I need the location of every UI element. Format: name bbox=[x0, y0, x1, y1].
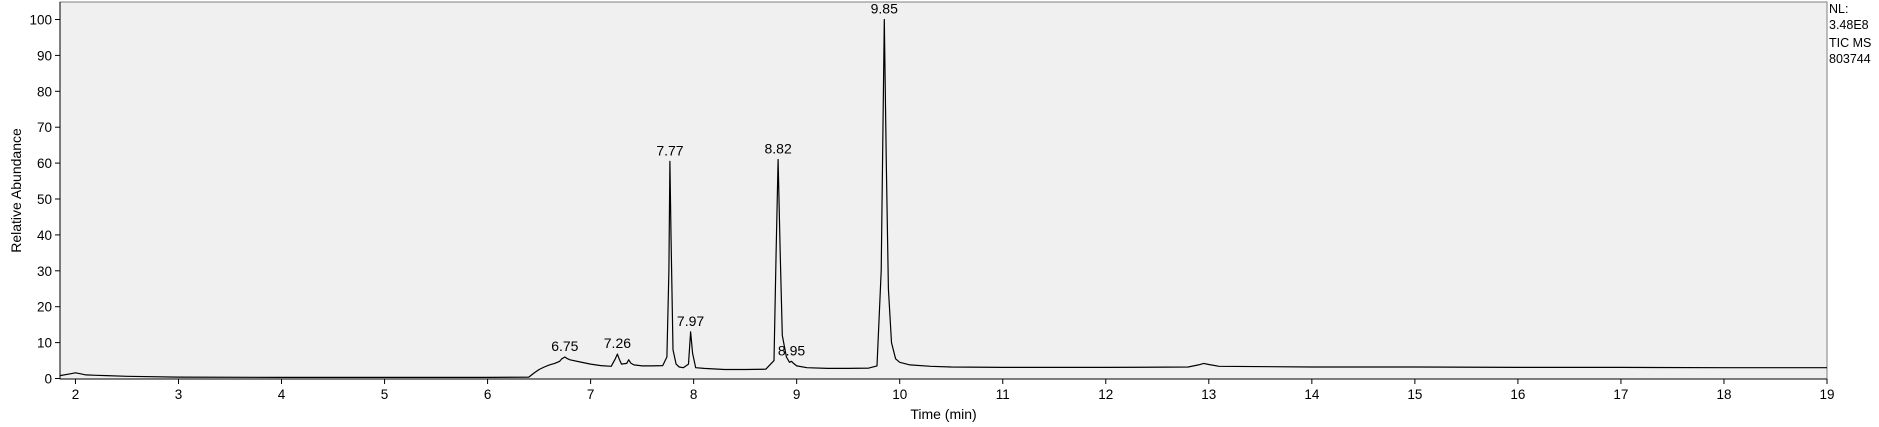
x-axis: 2 3 4 5 6 7 8 9 10 11 12 13 14 15 16 17 18 19 bbox=[60, 378, 1835, 402]
x-tick-label: 13 bbox=[1201, 387, 1216, 402]
x-tick-label: 12 bbox=[1098, 387, 1113, 402]
peak-label: 7.77 bbox=[656, 142, 683, 158]
nl-label: NL: bbox=[1829, 2, 1849, 16]
y-tick-label: 90 bbox=[37, 48, 52, 63]
x-tick-label: 17 bbox=[1613, 387, 1628, 402]
x-tick-label: 8 bbox=[690, 387, 698, 402]
y-tick-label: 50 bbox=[37, 192, 52, 207]
trace-type-label: TIC MS bbox=[1829, 36, 1872, 50]
file-id-label: 803744 bbox=[1829, 52, 1871, 66]
peak-label: 6.75 bbox=[551, 338, 578, 354]
peak-labels: 6.75 7.26 7.77 7.97 8.82 8.95 9.85 bbox=[551, 1, 898, 359]
x-tick-label: 7 bbox=[587, 387, 595, 402]
x-tick-label: 18 bbox=[1716, 387, 1731, 402]
x-tick-label: 4 bbox=[278, 387, 286, 402]
y-tick-label: 70 bbox=[37, 120, 52, 135]
y-tick-label: 60 bbox=[37, 156, 52, 171]
x-tick-label: 3 bbox=[175, 387, 183, 402]
x-tick-label: 6 bbox=[484, 387, 492, 402]
y-tick-label: 40 bbox=[37, 228, 52, 243]
x-tick-label: 5 bbox=[381, 387, 389, 402]
y-tick-label: 30 bbox=[37, 264, 52, 279]
x-tick-label: 19 bbox=[1819, 387, 1834, 402]
x-tick-label: 10 bbox=[892, 387, 907, 402]
plot-area bbox=[59, 1, 1828, 380]
x-tick-label: 14 bbox=[1304, 387, 1320, 402]
y-tick-label: 0 bbox=[44, 372, 52, 387]
tic-trace-line bbox=[59, 18, 1827, 378]
x-tick-label: 2 bbox=[72, 387, 80, 402]
y-axis: 0 10 20 30 40 50 60 70 80 90 100 bbox=[29, 2, 61, 387]
x-tick-label: 16 bbox=[1510, 387, 1525, 402]
peak-label: 8.95 bbox=[778, 342, 805, 358]
x-tick-label: 9 bbox=[793, 387, 801, 402]
peak-label: 9.85 bbox=[871, 1, 898, 17]
x-axis-title: Time (min) bbox=[910, 406, 976, 422]
y-axis-title: Relative Abundance bbox=[8, 128, 24, 253]
x-tick-label: 11 bbox=[996, 387, 1010, 402]
x-tick-label: 15 bbox=[1407, 387, 1422, 402]
peak-label: 7.97 bbox=[677, 313, 704, 329]
peak-label: 8.82 bbox=[765, 141, 792, 157]
y-tick-label: 100 bbox=[29, 13, 52, 28]
peak-label: 7.26 bbox=[604, 335, 631, 351]
nl-value: 3.48E8 bbox=[1829, 18, 1869, 32]
y-tick-label: 10 bbox=[37, 336, 52, 351]
y-tick-label: 80 bbox=[37, 84, 52, 99]
y-tick-label: 20 bbox=[37, 300, 52, 315]
